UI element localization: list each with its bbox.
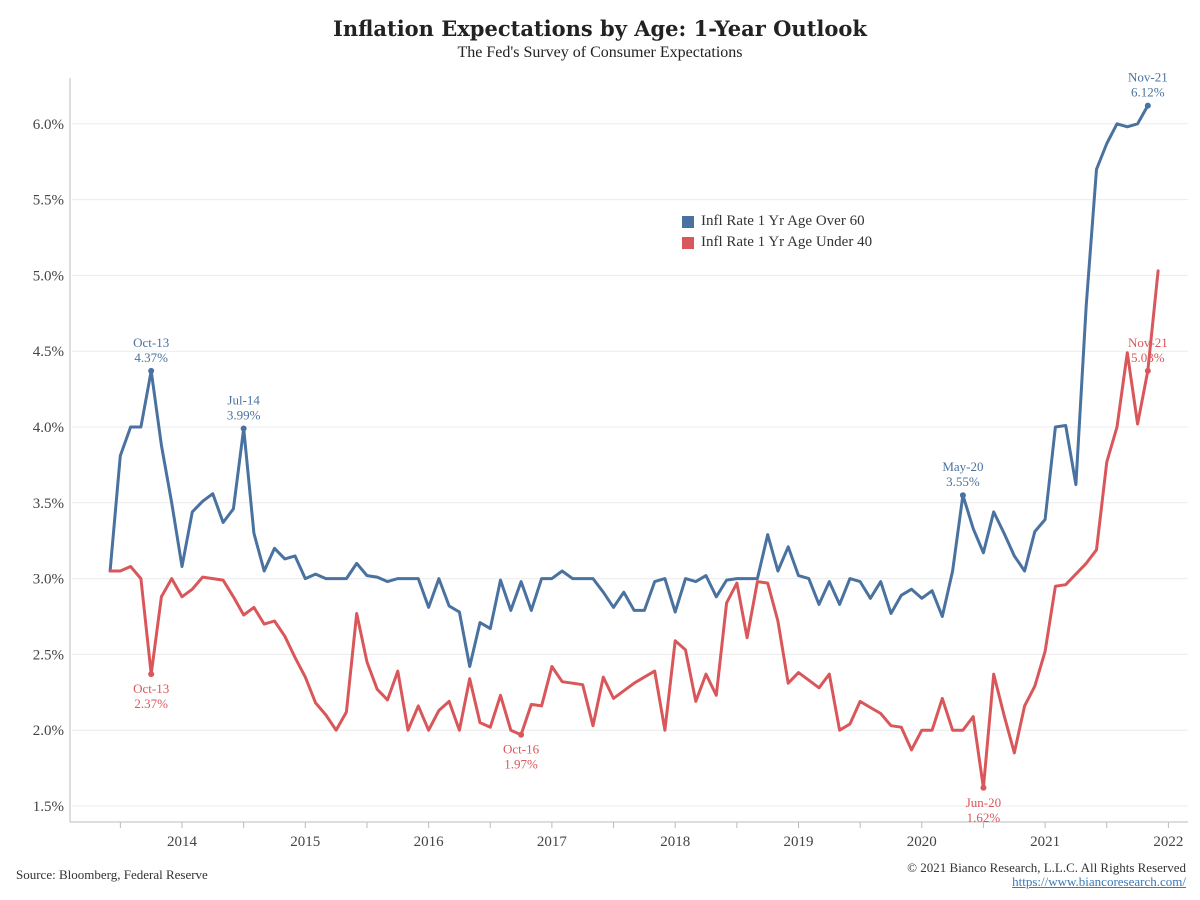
annotation-value: 6.12% xyxy=(1131,85,1165,100)
axis-layer: 1.5% 2.0% 2.5% 3.0% 3.5% 4.0% 4.5% 5.0% 5.5% 6.0%… xyxy=(33,78,1188,850)
y-tick-label: 3.5% xyxy=(33,496,64,512)
series-layer xyxy=(108,104,1160,790)
y-tick-label: 4.0% xyxy=(33,420,64,436)
y-tick-label: 2.0% xyxy=(33,723,64,739)
footer-copyright: © 2021 Bianco Research, L.L.C. All Right… xyxy=(907,860,1186,875)
annotation-value: 3.99% xyxy=(227,408,261,423)
annotation-value: 2.37% xyxy=(134,696,168,711)
grid-layer xyxy=(72,123,1188,807)
annotation-date: Nov-21 xyxy=(1128,335,1168,350)
annotation-date: Oct-13 xyxy=(133,335,169,350)
annotation-marker xyxy=(240,425,247,432)
annotation-date: May-20 xyxy=(942,459,983,474)
annotation-date: Nov-21 xyxy=(1128,70,1168,85)
annotation-value: 1.62% xyxy=(967,810,1001,825)
x-tick-label: 2018 xyxy=(660,834,690,850)
legend: Infl Rate 1 Yr Age Over 60 Infl Rate 1 Y… xyxy=(682,211,872,253)
x-tick-label: 2017 xyxy=(537,834,568,850)
x-tick-label: 2016 xyxy=(414,834,445,850)
annotation-date: Jun-20 xyxy=(966,795,1001,810)
annotation-marker xyxy=(980,784,987,791)
annotation-marker xyxy=(1144,367,1151,374)
annotation-date: Oct-16 xyxy=(503,742,540,757)
legend-item-under-40[interactable]: Infl Rate 1 Yr Age Under 40 xyxy=(682,232,872,253)
annotation-marker xyxy=(518,731,525,738)
annotation-date: Oct-13 xyxy=(133,681,169,696)
x-tick-label: 2022 xyxy=(1153,834,1183,850)
annotation-marker xyxy=(148,367,155,374)
legend-swatch-under-40 xyxy=(682,236,694,249)
y-tick-label: 4.5% xyxy=(33,344,64,360)
annotation-marker xyxy=(148,671,155,678)
y-tick-label: 3.0% xyxy=(33,572,64,588)
series-line-over-60 xyxy=(108,104,1150,668)
legend-label-under-40: Infl Rate 1 Yr Age Under 40 xyxy=(701,234,873,250)
x-tick-label: 2020 xyxy=(907,834,937,850)
annotation-value: 5.03% xyxy=(1131,350,1165,365)
legend-swatch-over-60 xyxy=(682,215,694,228)
annotation-marker xyxy=(959,492,966,499)
y-tick-label: 6.0% xyxy=(33,117,64,133)
y-tick-label: 1.5% xyxy=(33,799,64,815)
annotation-marker xyxy=(1144,102,1151,109)
annotation-layer: Oct-134.37%Jul-143.99%May-203.55%Nov-216… xyxy=(133,70,1168,825)
footer-url-link[interactable]: https://www.biancoresearch.com/ xyxy=(1012,874,1186,889)
x-tick-label: 2015 xyxy=(290,834,320,850)
annotation-value: 3.55% xyxy=(946,474,980,489)
chart-subtitle: The Fed's Survey of Consumer Expectation… xyxy=(457,44,743,61)
annotation-value: 4.37% xyxy=(134,350,168,365)
legend-label-over-60: Infl Rate 1 Yr Age Over 60 xyxy=(701,213,865,229)
annotation-value: 1.97% xyxy=(504,757,538,772)
x-tick-label: 2014 xyxy=(167,834,198,850)
footer-source: Source: Bloomberg, Federal Reserve xyxy=(16,867,208,882)
y-tick-label: 2.5% xyxy=(33,647,64,663)
x-tick-label: 2019 xyxy=(784,834,814,850)
chart-title: Inflation Expectations by Age: 1-Year Ou… xyxy=(333,16,867,41)
annotation-date: Jul-14 xyxy=(227,393,260,408)
legend-item-over-60[interactable]: Infl Rate 1 Yr Age Over 60 xyxy=(682,211,872,232)
y-tick-label: 5.5% xyxy=(33,193,64,209)
y-tick-label: 5.0% xyxy=(33,268,64,284)
x-tick-label: 2021 xyxy=(1030,834,1060,850)
